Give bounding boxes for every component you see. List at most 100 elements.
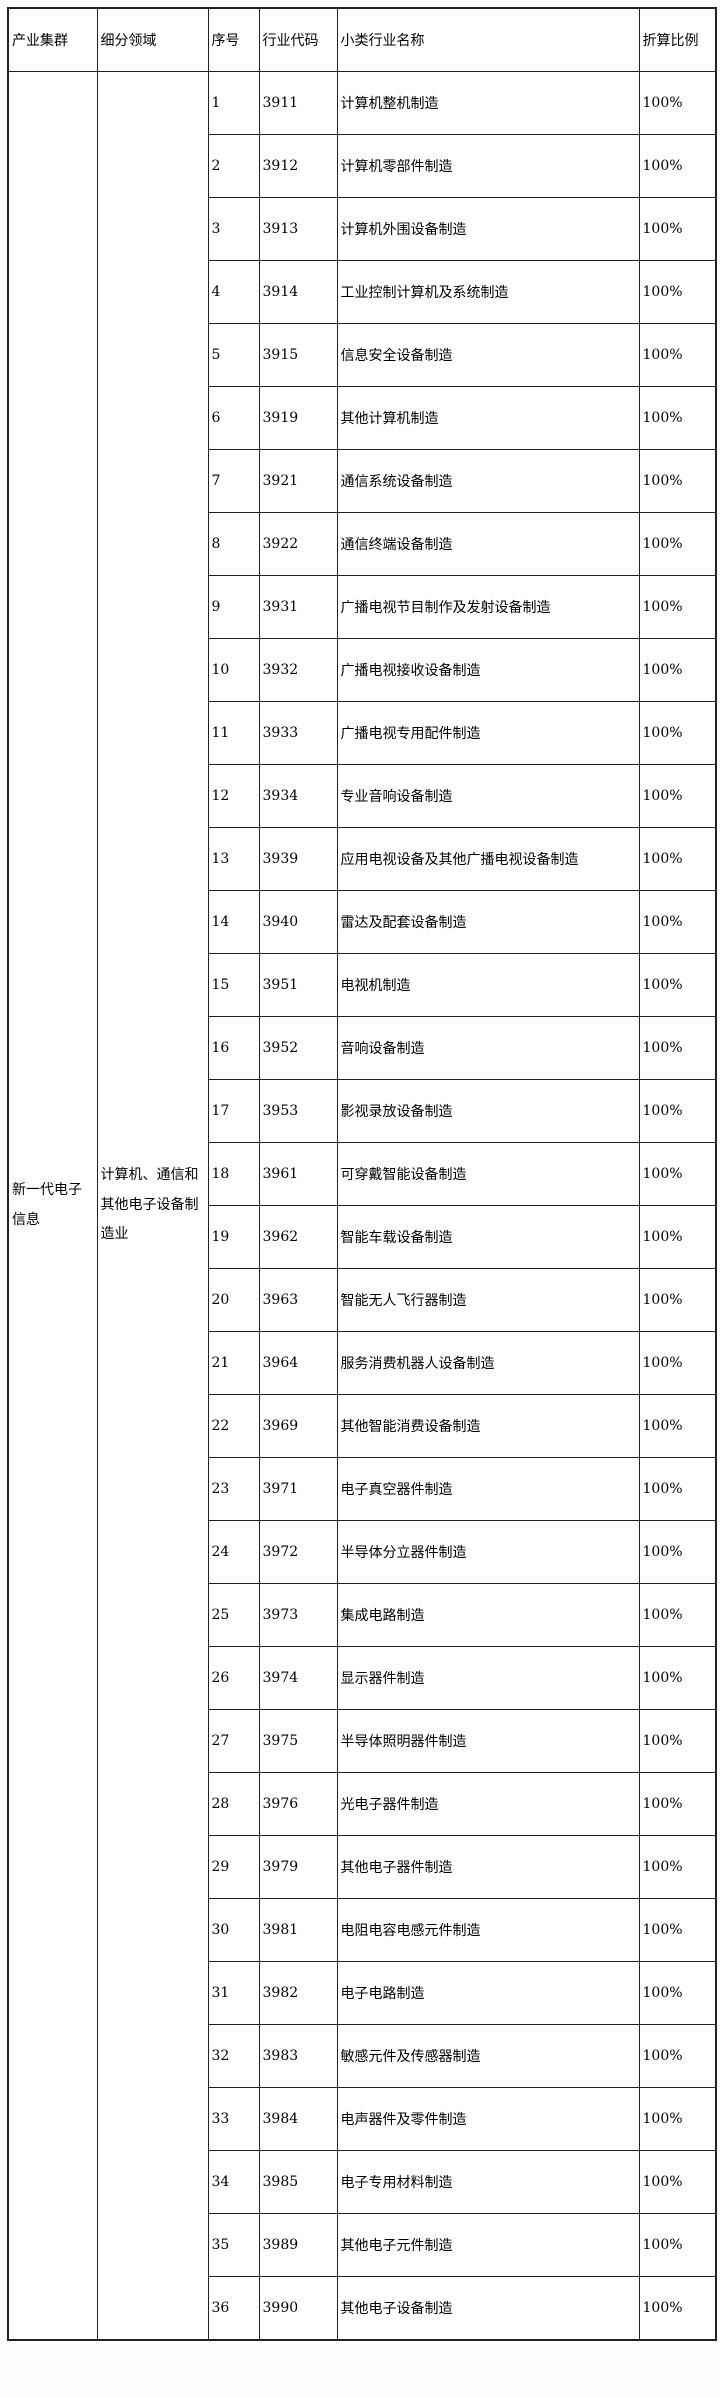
subdivision-field-cell: 计算机、通信和其他电子设备制造业 bbox=[96, 71, 209, 2341]
industry-name-cell: 广播电视专用配件制造 bbox=[336, 701, 640, 765]
table-row: 30 3981 电阻电容电感元件制造 100% bbox=[8, 1898, 717, 1962]
table-row: 9 3931 广播电视节目制作及发射设备制造 100% bbox=[8, 575, 717, 639]
industry-cluster-cell: 新一代电子信息 bbox=[7, 71, 98, 2341]
industry-code-cell: 3931 bbox=[258, 575, 338, 639]
conversion-ratio-cell: 100% bbox=[638, 1772, 717, 1836]
industry-name-cell: 集成电路制造 bbox=[336, 1583, 640, 1647]
industry-name-cell: 计算机零部件制造 bbox=[336, 134, 640, 198]
conversion-ratio-cell: 100% bbox=[638, 953, 717, 1017]
serial-number-cell: 9 bbox=[207, 575, 260, 639]
conversion-ratio-cell: 100% bbox=[638, 1457, 717, 1521]
serial-number-cell: 4 bbox=[207, 260, 260, 324]
industry-name-cell: 专业音响设备制造 bbox=[336, 764, 640, 828]
industry-code-cell: 3933 bbox=[258, 701, 338, 765]
industry-code-cell: 3982 bbox=[258, 1961, 338, 2025]
table-row: 新一代电子信息 计算机、通信和其他电子设备制造业 1 3911 计算机整机制造 100% bbox=[7, 71, 717, 2341]
table-row: 32 3983 敏感元件及传感器制造 100% bbox=[8, 2024, 717, 2088]
industry-name-cell: 可穿戴智能设备制造 bbox=[336, 1142, 640, 1206]
conversion-ratio-cell: 100% bbox=[638, 2276, 717, 2341]
industry-code-cell: 3932 bbox=[258, 638, 338, 702]
header-conversion-ratio: 折算比例 bbox=[638, 7, 717, 72]
table-row: 14 3940 雷达及配套设备制造 100% bbox=[8, 890, 717, 954]
industry-name-cell: 其他智能消费设备制造 bbox=[336, 1394, 640, 1458]
conversion-ratio-cell: 100% bbox=[638, 260, 717, 324]
table-row: 34 3985 电子专用材料制造 100% bbox=[8, 2150, 717, 2214]
table-row: 8 3922 通信终端设备制造 100% bbox=[8, 512, 717, 576]
industry-name-cell: 信息安全设备制造 bbox=[336, 323, 640, 387]
industry-code-cell: 3972 bbox=[258, 1520, 338, 1584]
industry-code-cell: 3969 bbox=[258, 1394, 338, 1458]
serial-number-cell: 22 bbox=[207, 1394, 260, 1458]
industry-code-cell: 3961 bbox=[258, 1142, 338, 1206]
serial-number-cell: 16 bbox=[207, 1016, 260, 1080]
header-subdivision-field: 细分领域 bbox=[96, 7, 209, 72]
serial-number-cell: 33 bbox=[207, 2087, 260, 2151]
industry-code-cell: 3989 bbox=[258, 2213, 338, 2277]
serial-number-cell: 15 bbox=[207, 953, 260, 1017]
industry-code-cell: 3953 bbox=[258, 1079, 338, 1143]
industry-name-cell: 其他计算机制造 bbox=[336, 386, 640, 450]
serial-number-cell: 29 bbox=[207, 1835, 260, 1899]
industry-code-cell: 3939 bbox=[258, 827, 338, 891]
industry-name-cell: 其他电子元件制造 bbox=[336, 2213, 640, 2277]
serial-number-cell: 12 bbox=[207, 764, 260, 828]
conversion-ratio-cell: 100% bbox=[638, 1016, 717, 1080]
conversion-ratio-cell: 100% bbox=[638, 1394, 717, 1458]
industry-name-cell: 通信终端设备制造 bbox=[336, 512, 640, 576]
industry-name-cell: 计算机外围设备制造 bbox=[336, 197, 640, 261]
conversion-ratio-cell: 100% bbox=[638, 2213, 717, 2277]
header-serial-number: 序号 bbox=[207, 7, 260, 72]
table-row: 11 3933 广播电视专用配件制造 100% bbox=[8, 701, 717, 765]
industry-name-cell: 其他电子器件制造 bbox=[336, 1835, 640, 1899]
industry-code-cell: 3952 bbox=[258, 1016, 338, 1080]
industry-code-cell: 3984 bbox=[258, 2087, 338, 2151]
conversion-ratio-cell: 100% bbox=[638, 2024, 717, 2088]
conversion-ratio-cell: 100% bbox=[638, 2150, 717, 2214]
serial-number-cell: 31 bbox=[207, 1961, 260, 2025]
conversion-ratio-cell: 100% bbox=[638, 512, 717, 576]
conversion-ratio-cell: 100% bbox=[638, 575, 717, 639]
industry-name-cell: 光电子器件制造 bbox=[336, 1772, 640, 1836]
industry-name-cell: 电子电路制造 bbox=[336, 1961, 640, 2025]
serial-number-cell: 23 bbox=[207, 1457, 260, 1521]
industry-code-cell: 3919 bbox=[258, 386, 338, 450]
table-row: 16 3952 音响设备制造 100% bbox=[8, 1016, 717, 1080]
industry-name-cell: 计算机整机制造 bbox=[336, 71, 640, 135]
industry-name-cell: 显示器件制造 bbox=[336, 1646, 640, 1710]
industry-code-cell: 3915 bbox=[258, 323, 338, 387]
serial-number-cell: 32 bbox=[207, 2024, 260, 2088]
serial-number-cell: 6 bbox=[207, 386, 260, 450]
table-body: 新一代电子信息 计算机、通信和其他电子设备制造业 1 3911 计算机整机制造 100% 2… bbox=[7, 71, 717, 2341]
serial-number-cell: 10 bbox=[207, 638, 260, 702]
serial-number-cell: 5 bbox=[207, 323, 260, 387]
table-row: 24 3972 半导体分立器件制造 100% bbox=[8, 1520, 717, 1584]
serial-number-cell: 28 bbox=[207, 1772, 260, 1836]
industry-name-cell: 广播电视接收设备制造 bbox=[336, 638, 640, 702]
serial-number-cell: 18 bbox=[207, 1142, 260, 1206]
industry-code-cell: 3979 bbox=[258, 1835, 338, 1899]
industry-code-cell: 3985 bbox=[258, 2150, 338, 2214]
serial-number-cell: 35 bbox=[207, 2213, 260, 2277]
industry-name-cell: 半导体照明器件制造 bbox=[336, 1709, 640, 1773]
header-industry-name: 小类行业名称 bbox=[336, 7, 640, 72]
table-row: 13 3939 应用电视设备及其他广播电视设备制造 100% bbox=[8, 827, 717, 891]
table-row: 7 3921 通信系统设备制造 100% bbox=[8, 449, 717, 513]
industry-code-cell: 3963 bbox=[258, 1268, 338, 1332]
serial-number-cell: 27 bbox=[207, 1709, 260, 1773]
table-row: 22 3969 其他智能消费设备制造 100% bbox=[8, 1394, 717, 1458]
conversion-ratio-cell: 100% bbox=[638, 1079, 717, 1143]
industry-code-cell: 3976 bbox=[258, 1772, 338, 1836]
industry-code-cell: 3983 bbox=[258, 2024, 338, 2088]
industry-name-cell: 智能无人飞行器制造 bbox=[336, 1268, 640, 1332]
table-row: 18 3961 可穿戴智能设备制造 100% bbox=[8, 1142, 717, 1206]
industry-name-cell: 通信系统设备制造 bbox=[336, 449, 640, 513]
conversion-ratio-cell: 100% bbox=[638, 1520, 717, 1584]
industry-code-cell: 3962 bbox=[258, 1205, 338, 1269]
table-row: 3 3913 计算机外围设备制造 100% bbox=[8, 197, 717, 261]
industry-name-cell: 半导体分立器件制造 bbox=[336, 1520, 640, 1584]
conversion-ratio-cell: 100% bbox=[638, 1646, 717, 1710]
industry-code-cell: 3940 bbox=[258, 890, 338, 954]
conversion-ratio-cell: 100% bbox=[638, 764, 717, 828]
table-row: 36 3990 其他电子设备制造 100% bbox=[8, 2276, 717, 2341]
table-header-row: 产业集群 细分领域 序号 行业代码 小类行业名称 折算比例 bbox=[7, 7, 717, 72]
